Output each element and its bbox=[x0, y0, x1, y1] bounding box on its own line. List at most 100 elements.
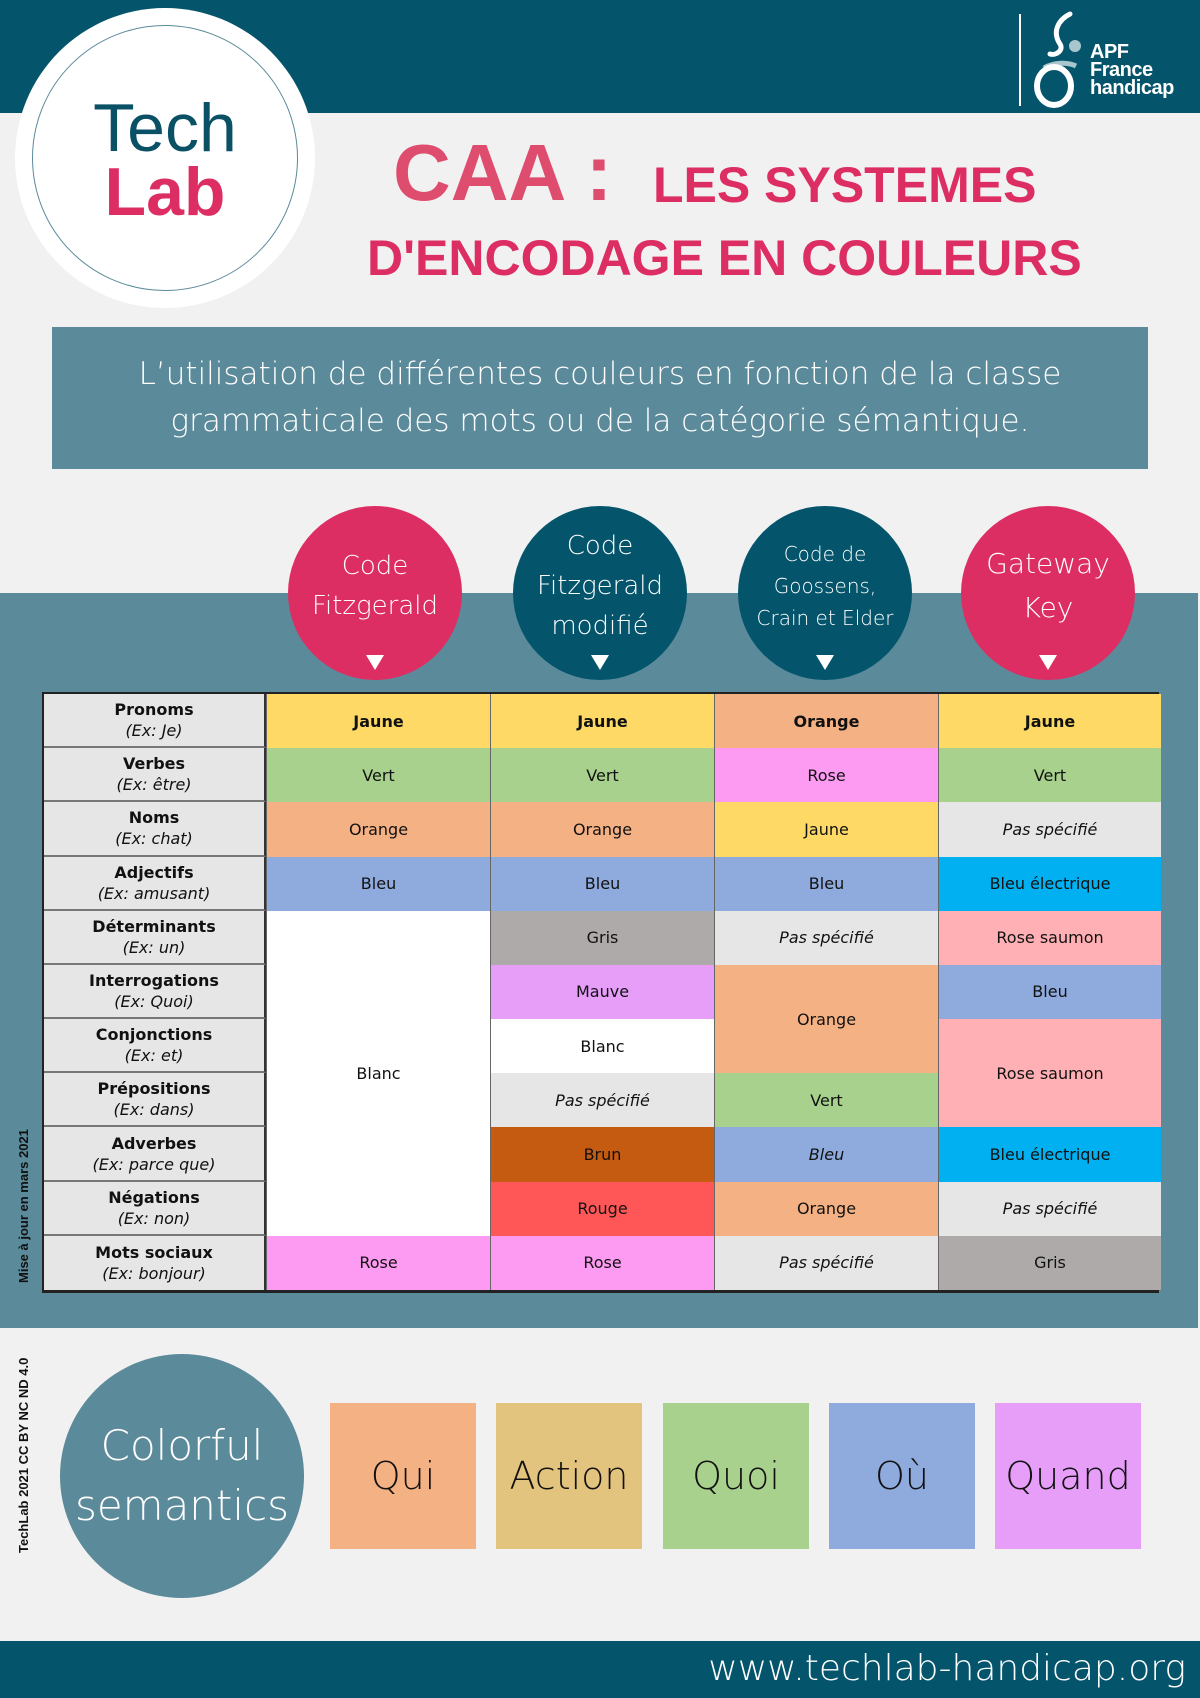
row-label-example: (Ex: chat) bbox=[115, 829, 193, 849]
cell-fitzgerald: Rose bbox=[266, 1235, 490, 1290]
cell-gateway-key: Vert bbox=[938, 748, 1161, 803]
cell-goossens: Orange bbox=[714, 964, 938, 1074]
row-label-pronoms: Pronoms (Ex: Je) bbox=[44, 694, 266, 749]
system-header-goossens: Code de Goossens, Crain et Elder bbox=[738, 506, 912, 680]
down-triangle-icon bbox=[591, 655, 609, 670]
page-title-line1: LES SYSTEMES bbox=[653, 157, 1037, 213]
cell-fitzgerald: Vert bbox=[266, 748, 490, 803]
semantic-category-quand: Quand bbox=[995, 1403, 1141, 1549]
down-triangle-icon bbox=[816, 655, 834, 670]
system-header-line: Fitzgerald bbox=[536, 571, 664, 601]
row-label-example: (Ex: être) bbox=[116, 775, 192, 795]
row-label-name: Déterminants bbox=[92, 916, 216, 936]
footer: www.techlab-handicap.org bbox=[0, 1641, 1200, 1698]
logo-divider bbox=[1019, 14, 1021, 106]
semantic-category-action: Action bbox=[496, 1403, 642, 1549]
cell-gateway-key: Jaune bbox=[938, 694, 1161, 749]
wheelchair-figure-icon bbox=[1034, 11, 1081, 108]
system-header-line: Code bbox=[341, 551, 409, 581]
apf-text-line3: handicap bbox=[1090, 77, 1174, 99]
row-label-name: Noms bbox=[128, 808, 180, 828]
cell-goossens: Vert bbox=[714, 1073, 938, 1128]
row-label-negations: Négations (Ex: non) bbox=[44, 1181, 266, 1236]
cell-goossens: Bleu bbox=[714, 856, 938, 911]
row-label-noms: Noms (Ex: chat) bbox=[44, 802, 266, 857]
definition-text: L’utilisation de différentes couleurs en… bbox=[138, 356, 1062, 439]
system-header-line: modifié bbox=[551, 611, 649, 641]
row-label-example: (Ex: non) bbox=[117, 1208, 191, 1228]
update-note: Mise à jour en mars 2021 bbox=[16, 1129, 31, 1283]
apf-text-line2: France bbox=[1090, 59, 1153, 81]
cell-fitzgerald-modifie: Jaune bbox=[490, 694, 714, 749]
row-label-name: Mots sociaux bbox=[95, 1242, 213, 1262]
row-label-verbes: Verbes (Ex: être) bbox=[44, 748, 266, 803]
cell-goossens: Pas spécifié bbox=[714, 910, 938, 965]
system-header-line: Code bbox=[566, 531, 634, 561]
cell-fitzgerald-modifie: Gris bbox=[490, 910, 714, 965]
down-triangle-icon bbox=[366, 655, 384, 670]
cell-gateway-key: Pas spécifié bbox=[938, 1181, 1161, 1236]
row-label-name: Interrogations bbox=[89, 970, 219, 990]
colorful-semantics-line1: Colorful bbox=[100, 1421, 264, 1470]
system-header-gateway-key: Gateway Key bbox=[961, 506, 1135, 680]
row-label-adverbes: Adverbes (Ex: parce que) bbox=[44, 1127, 266, 1182]
cell-goossens: Rose bbox=[714, 748, 938, 803]
cell-gateway-key: Rose saumon bbox=[938, 1019, 1161, 1128]
row-label-interrogations: Interrogations (Ex: Quoi) bbox=[44, 964, 266, 1020]
cell-gateway-key: Bleu électrique bbox=[938, 1127, 1161, 1182]
system-header-line: Fitzgerald bbox=[311, 591, 439, 621]
techlab-logo: Tech Lab bbox=[15, 8, 315, 308]
techlab-logo-lab: Lab bbox=[104, 154, 226, 230]
row-label-name: Adverbes bbox=[111, 1133, 197, 1153]
row-label-example: (Ex: bonjour) bbox=[102, 1263, 206, 1283]
system-header-line: Code de bbox=[783, 542, 867, 566]
license-note: TechLab 2021 CC BY NC ND 4.0 bbox=[16, 1357, 31, 1553]
row-label-name: Négations bbox=[108, 1187, 200, 1207]
cell-fitzgerald: Orange bbox=[266, 802, 490, 857]
cell-gateway-key: Rose saumon bbox=[938, 910, 1161, 965]
color-coding-table: Pronoms (Ex: Je) Verbes (Ex: être) Noms … bbox=[42, 692, 1161, 1293]
cell-fitzgerald-modifie: Rose bbox=[490, 1235, 714, 1290]
techlab-logo-tech: Tech bbox=[93, 90, 237, 166]
apf-text-line1: APF bbox=[1090, 41, 1129, 63]
cell-goossens: Bleu bbox=[714, 1127, 938, 1182]
row-label-example: (Ex: amusant) bbox=[97, 883, 211, 903]
cell-gateway-key: Pas spécifié bbox=[938, 802, 1161, 857]
semantic-category-qui: Qui bbox=[330, 1403, 476, 1549]
website-link[interactable]: www.techlab-handicap.org bbox=[708, 1648, 1186, 1689]
system-header-line: Gateway bbox=[986, 547, 1110, 580]
row-label-prepositions: Prépositions (Ex: dans) bbox=[44, 1073, 266, 1128]
cell-goossens: Pas spécifié bbox=[714, 1235, 938, 1290]
cell-goossens: Orange bbox=[714, 694, 938, 749]
semantic-category-ou: Où bbox=[829, 1403, 975, 1549]
cell-gateway-key: Gris bbox=[938, 1235, 1161, 1290]
row-label-name: Adjectifs bbox=[114, 862, 194, 882]
page-title-prefix: CAA : bbox=[393, 128, 613, 217]
colorful-semantics-badge: Colorful semantics bbox=[60, 1354, 304, 1598]
cell-goossens: Jaune bbox=[714, 802, 938, 857]
row-label-determinants: Déterminants (Ex: un) bbox=[44, 910, 266, 965]
cell-gateway-key: Bleu électrique bbox=[938, 856, 1161, 911]
cell-fitzgerald-modifie: Mauve bbox=[490, 964, 714, 1020]
system-header-fitzgerald-modifie: Code Fitzgerald modifié bbox=[513, 506, 687, 680]
cell-goossens: Orange bbox=[714, 1181, 938, 1236]
techlab-logo-ring bbox=[32, 25, 298, 291]
cell-fitzgerald-modifie: Blanc bbox=[490, 1019, 714, 1074]
row-label-mots-sociaux: Mots sociaux (Ex: bonjour) bbox=[44, 1235, 266, 1290]
system-header-fitzgerald: Code Fitzgerald bbox=[288, 506, 462, 680]
row-label-name: Pronoms bbox=[114, 700, 194, 720]
apf-france-handicap-logo: APF France handicap bbox=[1030, 10, 1195, 110]
semantic-category-quoi: Quoi bbox=[663, 1403, 809, 1549]
cell-fitzgerald-modifie: Brun bbox=[490, 1127, 714, 1182]
cell-fitzgerald-modifie: Pas spécifié bbox=[490, 1073, 714, 1128]
down-triangle-icon bbox=[1039, 655, 1057, 670]
definition-box: L’utilisation de différentes couleurs en… bbox=[52, 327, 1148, 469]
cell-fitzgerald-modifie: Vert bbox=[490, 748, 714, 803]
page-title-line2: D'ENCODAGE EN COULEURS bbox=[367, 230, 1082, 286]
cell-fitzgerald: Jaune bbox=[266, 694, 490, 749]
row-label-name: Conjonctions bbox=[95, 1025, 213, 1045]
cell-gateway-key: Bleu bbox=[938, 964, 1161, 1020]
system-header-line: Key bbox=[1022, 591, 1074, 624]
row-label-example: (Ex: et) bbox=[124, 1046, 184, 1066]
row-label-adjectifs: Adjectifs (Ex: amusant) bbox=[44, 856, 266, 911]
